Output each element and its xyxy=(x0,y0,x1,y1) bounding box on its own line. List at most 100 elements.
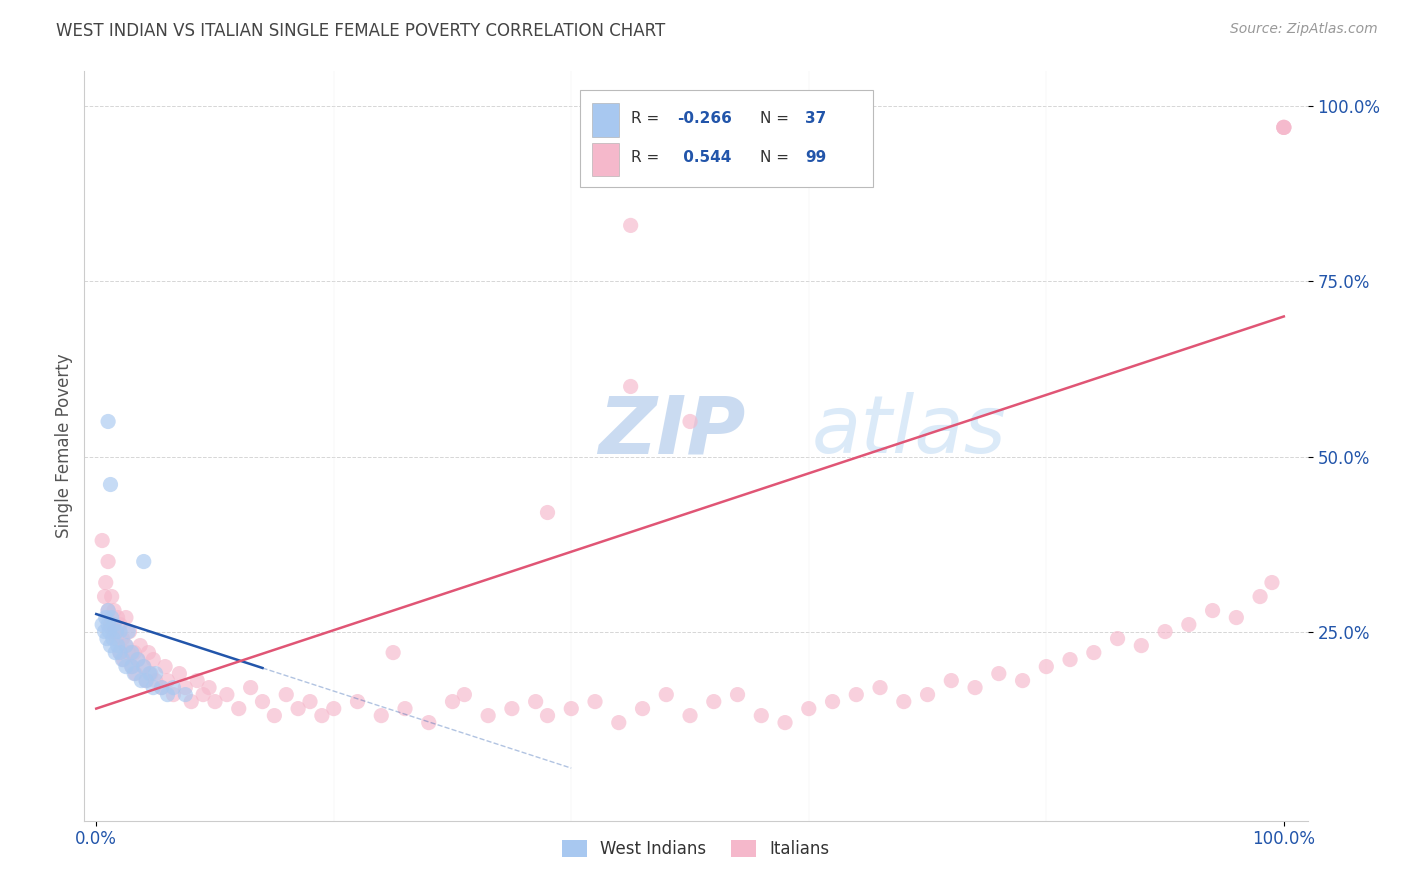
Point xyxy=(773,715,796,730)
Point xyxy=(441,695,464,709)
Point xyxy=(186,673,208,688)
Point xyxy=(100,617,122,632)
Point xyxy=(1272,120,1295,135)
Point xyxy=(655,688,678,702)
Point xyxy=(180,695,202,709)
Point xyxy=(1011,673,1033,688)
Point xyxy=(845,688,868,702)
Text: -0.266: -0.266 xyxy=(678,112,733,126)
Point xyxy=(145,666,167,681)
Point xyxy=(869,681,891,695)
Point xyxy=(97,415,120,429)
FancyBboxPatch shape xyxy=(579,90,873,187)
Point xyxy=(100,590,122,604)
Text: Source: ZipAtlas.com: Source: ZipAtlas.com xyxy=(1230,22,1378,37)
Point xyxy=(117,624,139,639)
Point xyxy=(1035,659,1057,673)
Point xyxy=(536,708,558,723)
Point xyxy=(893,695,915,709)
Point xyxy=(215,688,238,702)
Point xyxy=(153,659,176,673)
Point xyxy=(118,624,141,639)
Point xyxy=(121,646,143,660)
Point xyxy=(276,688,298,702)
Point xyxy=(150,681,173,695)
Legend: West Indians, Italians: West Indians, Italians xyxy=(555,833,837,864)
Point xyxy=(132,659,155,673)
Point xyxy=(987,666,1010,681)
Point xyxy=(198,681,221,695)
Point xyxy=(108,624,131,639)
Point xyxy=(101,632,124,646)
Point xyxy=(679,415,702,429)
Point xyxy=(394,701,416,715)
Point xyxy=(169,666,191,681)
Point xyxy=(91,617,114,632)
Point xyxy=(150,681,173,695)
Point xyxy=(679,708,702,723)
Point xyxy=(749,708,772,723)
Point xyxy=(122,666,145,681)
Point xyxy=(132,555,155,569)
Point xyxy=(1272,120,1295,135)
Point xyxy=(100,477,122,491)
Point xyxy=(105,632,128,646)
Point xyxy=(501,701,523,715)
Point xyxy=(156,673,179,688)
Point xyxy=(103,603,125,617)
Point xyxy=(821,695,844,709)
Point xyxy=(91,533,114,548)
Point xyxy=(311,708,333,723)
Point xyxy=(104,646,127,660)
Point xyxy=(115,639,138,653)
Point xyxy=(204,695,226,709)
Point xyxy=(797,701,820,715)
Point xyxy=(346,695,368,709)
Point xyxy=(103,617,125,632)
Point xyxy=(941,673,963,688)
Point xyxy=(112,652,135,666)
Point xyxy=(1154,624,1177,639)
Point xyxy=(97,603,120,617)
Point xyxy=(138,646,160,660)
Point xyxy=(1107,632,1129,646)
Point xyxy=(917,688,939,702)
Text: R =: R = xyxy=(631,112,659,126)
Point xyxy=(703,695,725,709)
Point xyxy=(132,659,155,673)
Point xyxy=(1201,603,1223,617)
Point xyxy=(620,219,643,233)
Bar xyxy=(592,143,619,177)
Point xyxy=(174,681,197,695)
Text: 0.544: 0.544 xyxy=(678,150,731,165)
Point xyxy=(607,715,630,730)
Point xyxy=(620,379,643,393)
Point xyxy=(108,646,131,660)
Text: 99: 99 xyxy=(804,150,827,165)
Point xyxy=(162,681,184,695)
Text: R =: R = xyxy=(631,150,659,165)
Point xyxy=(191,688,214,702)
Point xyxy=(108,646,131,660)
Point xyxy=(1225,610,1247,624)
Point xyxy=(121,659,143,673)
Point xyxy=(228,701,250,715)
Point xyxy=(94,575,117,590)
Point xyxy=(107,610,129,624)
Point xyxy=(322,701,344,715)
Point xyxy=(135,673,157,688)
Text: ZIP: ZIP xyxy=(598,392,745,470)
Point xyxy=(477,708,499,723)
Point xyxy=(139,666,162,681)
Point xyxy=(963,681,986,695)
Point xyxy=(142,652,165,666)
Point xyxy=(98,624,121,639)
Point xyxy=(97,555,120,569)
Point xyxy=(298,695,321,709)
Point xyxy=(131,673,153,688)
Point xyxy=(138,666,160,681)
Point xyxy=(127,652,149,666)
Point xyxy=(1261,575,1284,590)
Point xyxy=(121,659,143,673)
Point xyxy=(115,659,138,673)
